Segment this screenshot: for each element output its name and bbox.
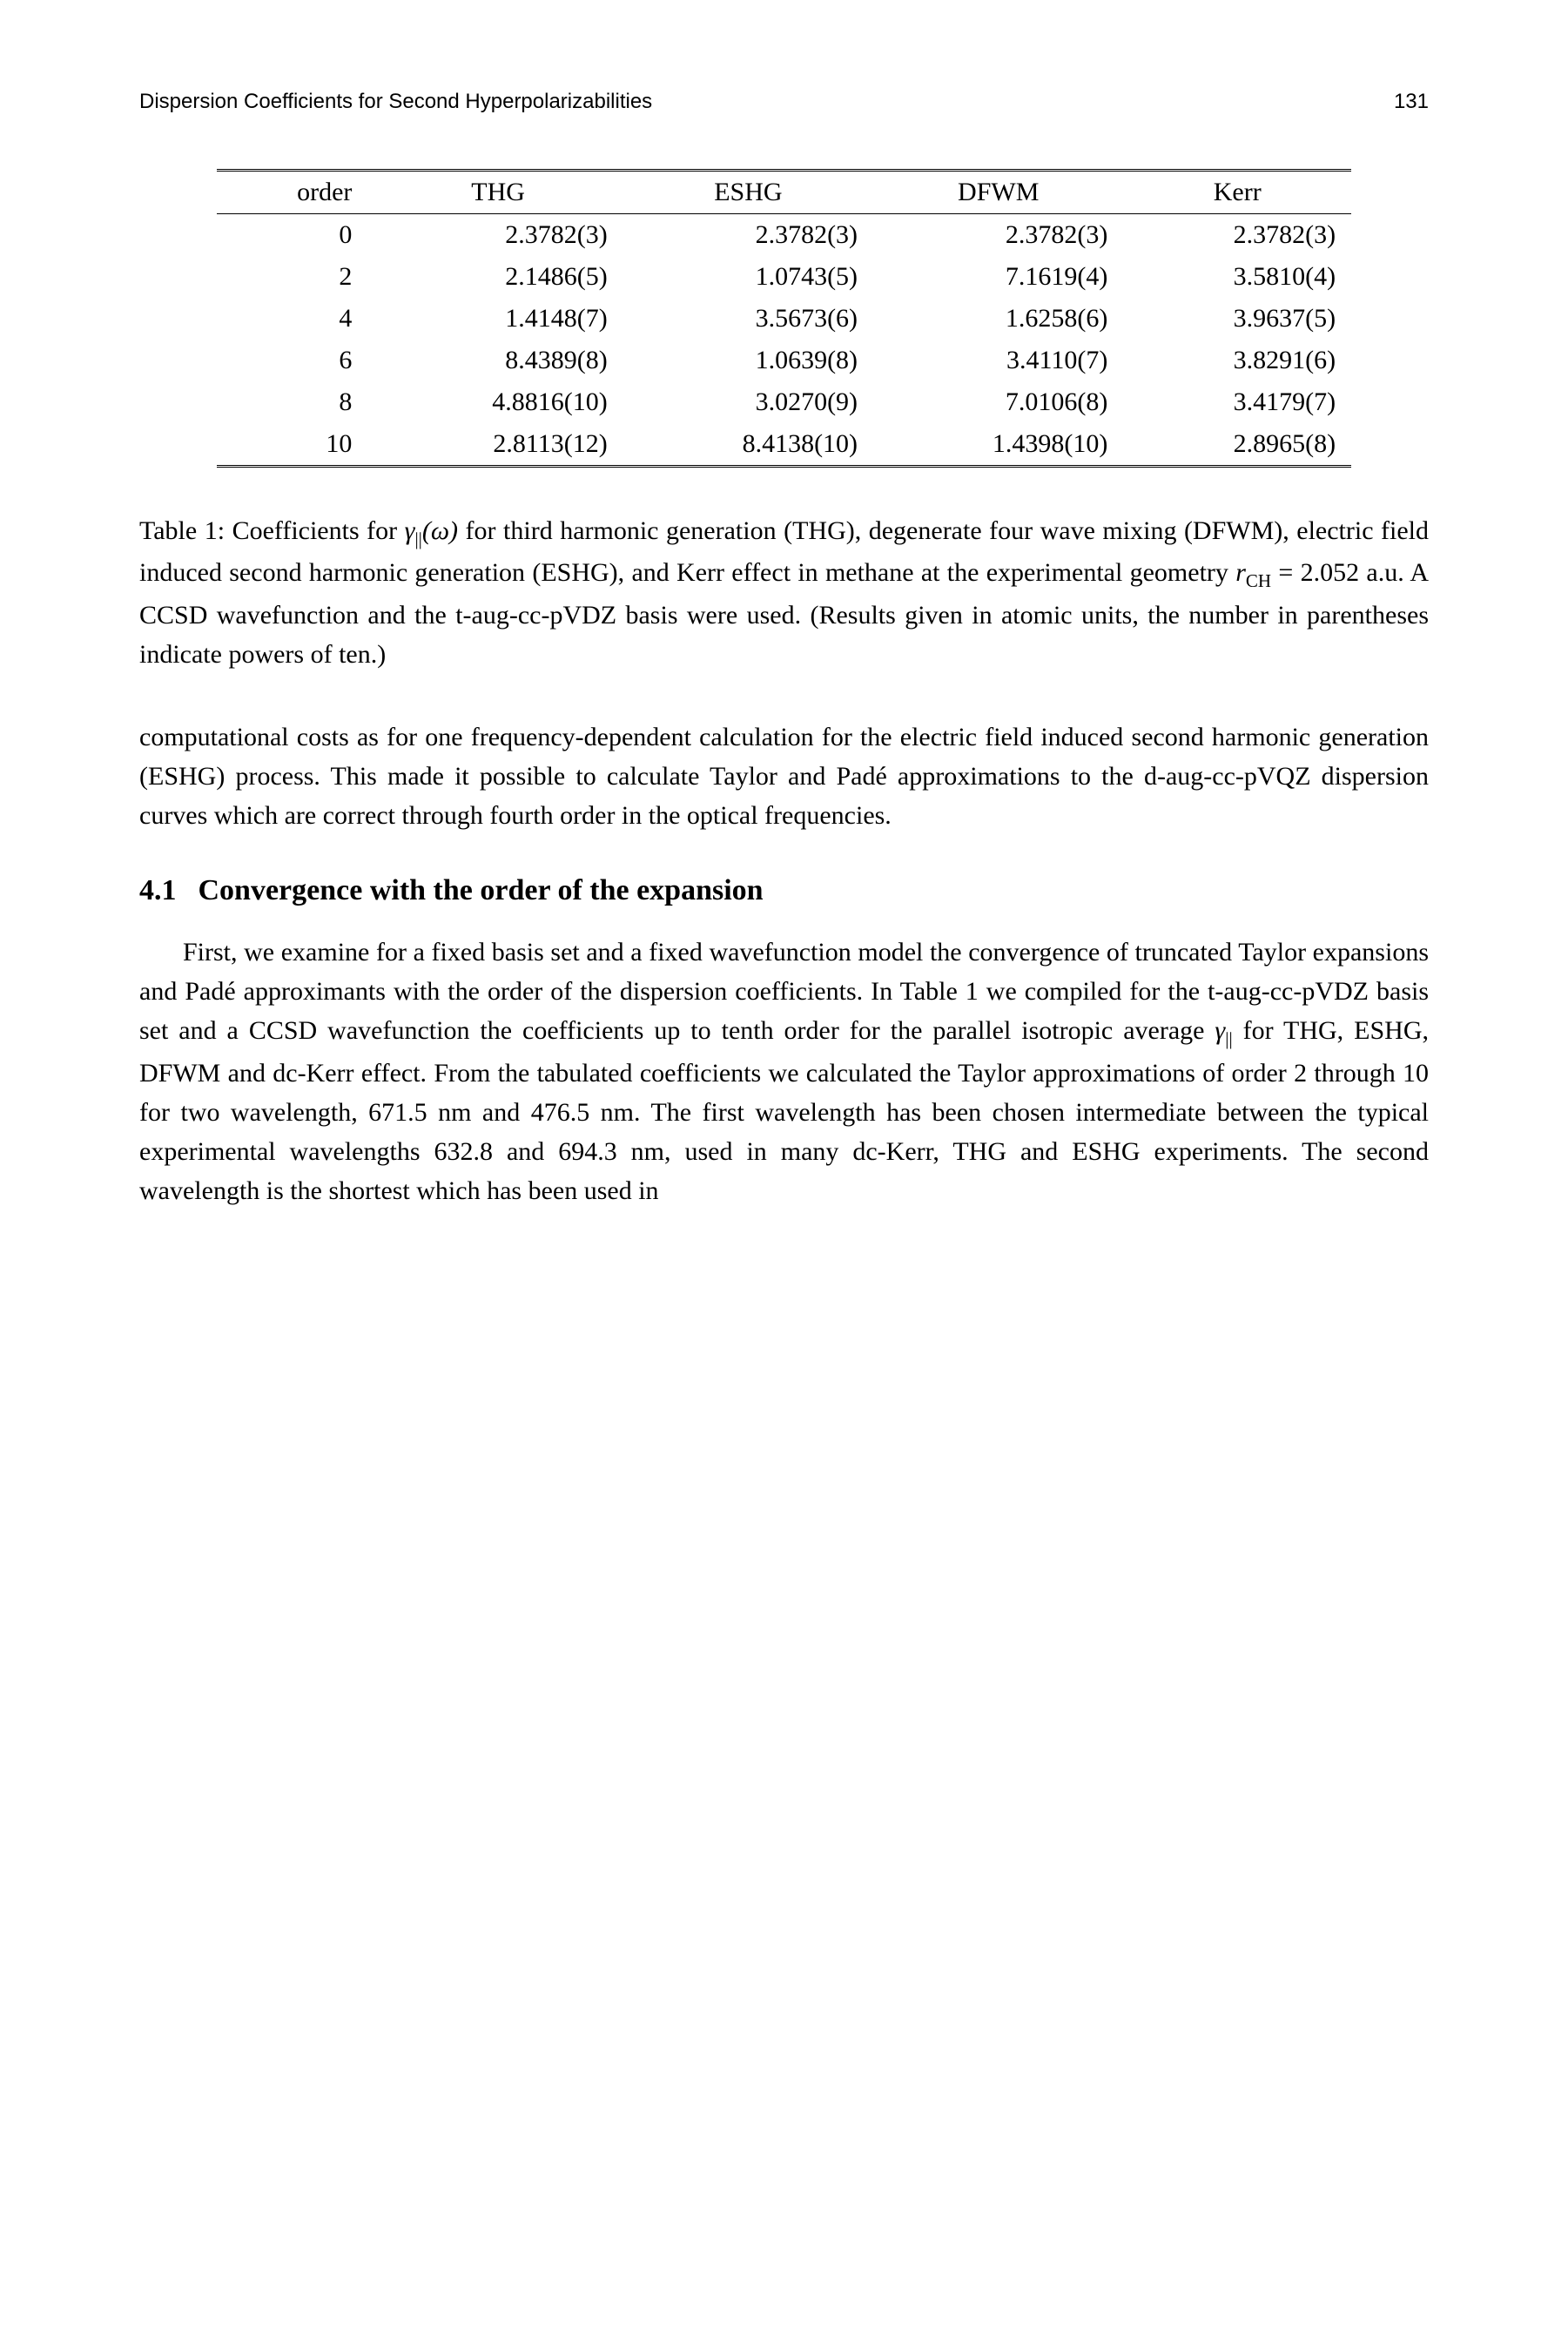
omega-arg: (ω) [422, 516, 458, 545]
running-header: Dispersion Coefficients for Second Hyper… [139, 87, 1429, 117]
cell: 3.8291(6) [1123, 340, 1351, 381]
cell: 7.0106(8) [873, 381, 1123, 423]
gamma-sub: || [414, 529, 421, 549]
table-1: order THG ESHG DFWM Kerr 0 2.3782(3) 2.3… [217, 169, 1351, 468]
cell: 1.6258(6) [873, 298, 1123, 340]
gamma-sub: || [1225, 1028, 1232, 1049]
cell: 3.4110(7) [873, 340, 1123, 381]
r-sub: CH [1246, 570, 1271, 591]
cell: 2.8113(12) [373, 423, 622, 467]
col-thg: THG [373, 170, 622, 213]
gamma-symbol: γ [1215, 1016, 1225, 1045]
table-caption: Table 1: Coefficients for γ||(ω) for thi… [139, 511, 1429, 674]
cell: 1.0639(8) [623, 340, 873, 381]
table-header-row: order THG ESHG DFWM Kerr [217, 170, 1351, 213]
cell: 3.4179(7) [1123, 381, 1351, 423]
cell: 2.1486(5) [373, 256, 622, 298]
cell: 0 [217, 213, 373, 256]
page-number: 131 [1394, 87, 1429, 117]
running-title: Dispersion Coefficients for Second Hyper… [139, 87, 652, 117]
cell: 1.4398(10) [873, 423, 1123, 467]
cell: 2.8965(8) [1123, 423, 1351, 467]
col-eshg: ESHG [623, 170, 873, 213]
table-row: 4 1.4148(7) 3.5673(6) 1.6258(6) 3.9637(5… [217, 298, 1351, 340]
cell: 3.5673(6) [623, 298, 873, 340]
body-paragraph: First, we examine for a fixed basis set … [139, 933, 1429, 1210]
section-title: Convergence with the order of the expans… [199, 874, 764, 906]
body-paragraph: computational costs as for one frequency… [139, 717, 1429, 835]
cell: 3.5810(4) [1123, 256, 1351, 298]
col-dfwm: DFWM [873, 170, 1123, 213]
section-heading: 4.1 Convergence with the order of the exp… [139, 870, 1429, 912]
caption-text: Coefficients for [232, 516, 405, 545]
table-row: 2 2.1486(5) 1.0743(5) 7.1619(4) 3.5810(4… [217, 256, 1351, 298]
coefficients-table: order THG ESHG DFWM Kerr 0 2.3782(3) 2.3… [217, 169, 1351, 468]
caption-label: Table 1: [139, 516, 225, 545]
table-row: 6 8.4389(8) 1.0639(8) 3.4110(7) 3.8291(6… [217, 340, 1351, 381]
table-row: 8 4.8816(10) 3.0270(9) 7.0106(8) 3.4179(… [217, 381, 1351, 423]
cell: 3.0270(9) [623, 381, 873, 423]
cell: 8 [217, 381, 373, 423]
cell: 4 [217, 298, 373, 340]
section-number: 4.1 [139, 870, 177, 912]
cell: 2 [217, 256, 373, 298]
cell: 2.3782(3) [623, 213, 873, 256]
cell: 2.3782(3) [373, 213, 622, 256]
cell: 7.1619(4) [873, 256, 1123, 298]
cell: 8.4389(8) [373, 340, 622, 381]
gamma-symbol: γ [405, 516, 415, 545]
cell: 8.4138(10) [623, 423, 873, 467]
col-order: order [217, 170, 373, 213]
cell: 1.0743(5) [623, 256, 873, 298]
col-kerr: Kerr [1123, 170, 1351, 213]
cell: 3.9637(5) [1123, 298, 1351, 340]
cell: 2.3782(3) [873, 213, 1123, 256]
r-symbol: r [1235, 558, 1246, 587]
table-row: 10 2.8113(12) 8.4138(10) 1.4398(10) 2.89… [217, 423, 1351, 467]
cell: 10 [217, 423, 373, 467]
cell: 2.3782(3) [1123, 213, 1351, 256]
cell: 4.8816(10) [373, 381, 622, 423]
cell: 6 [217, 340, 373, 381]
table-row: 0 2.3782(3) 2.3782(3) 2.3782(3) 2.3782(3… [217, 213, 1351, 256]
cell: 1.4148(7) [373, 298, 622, 340]
